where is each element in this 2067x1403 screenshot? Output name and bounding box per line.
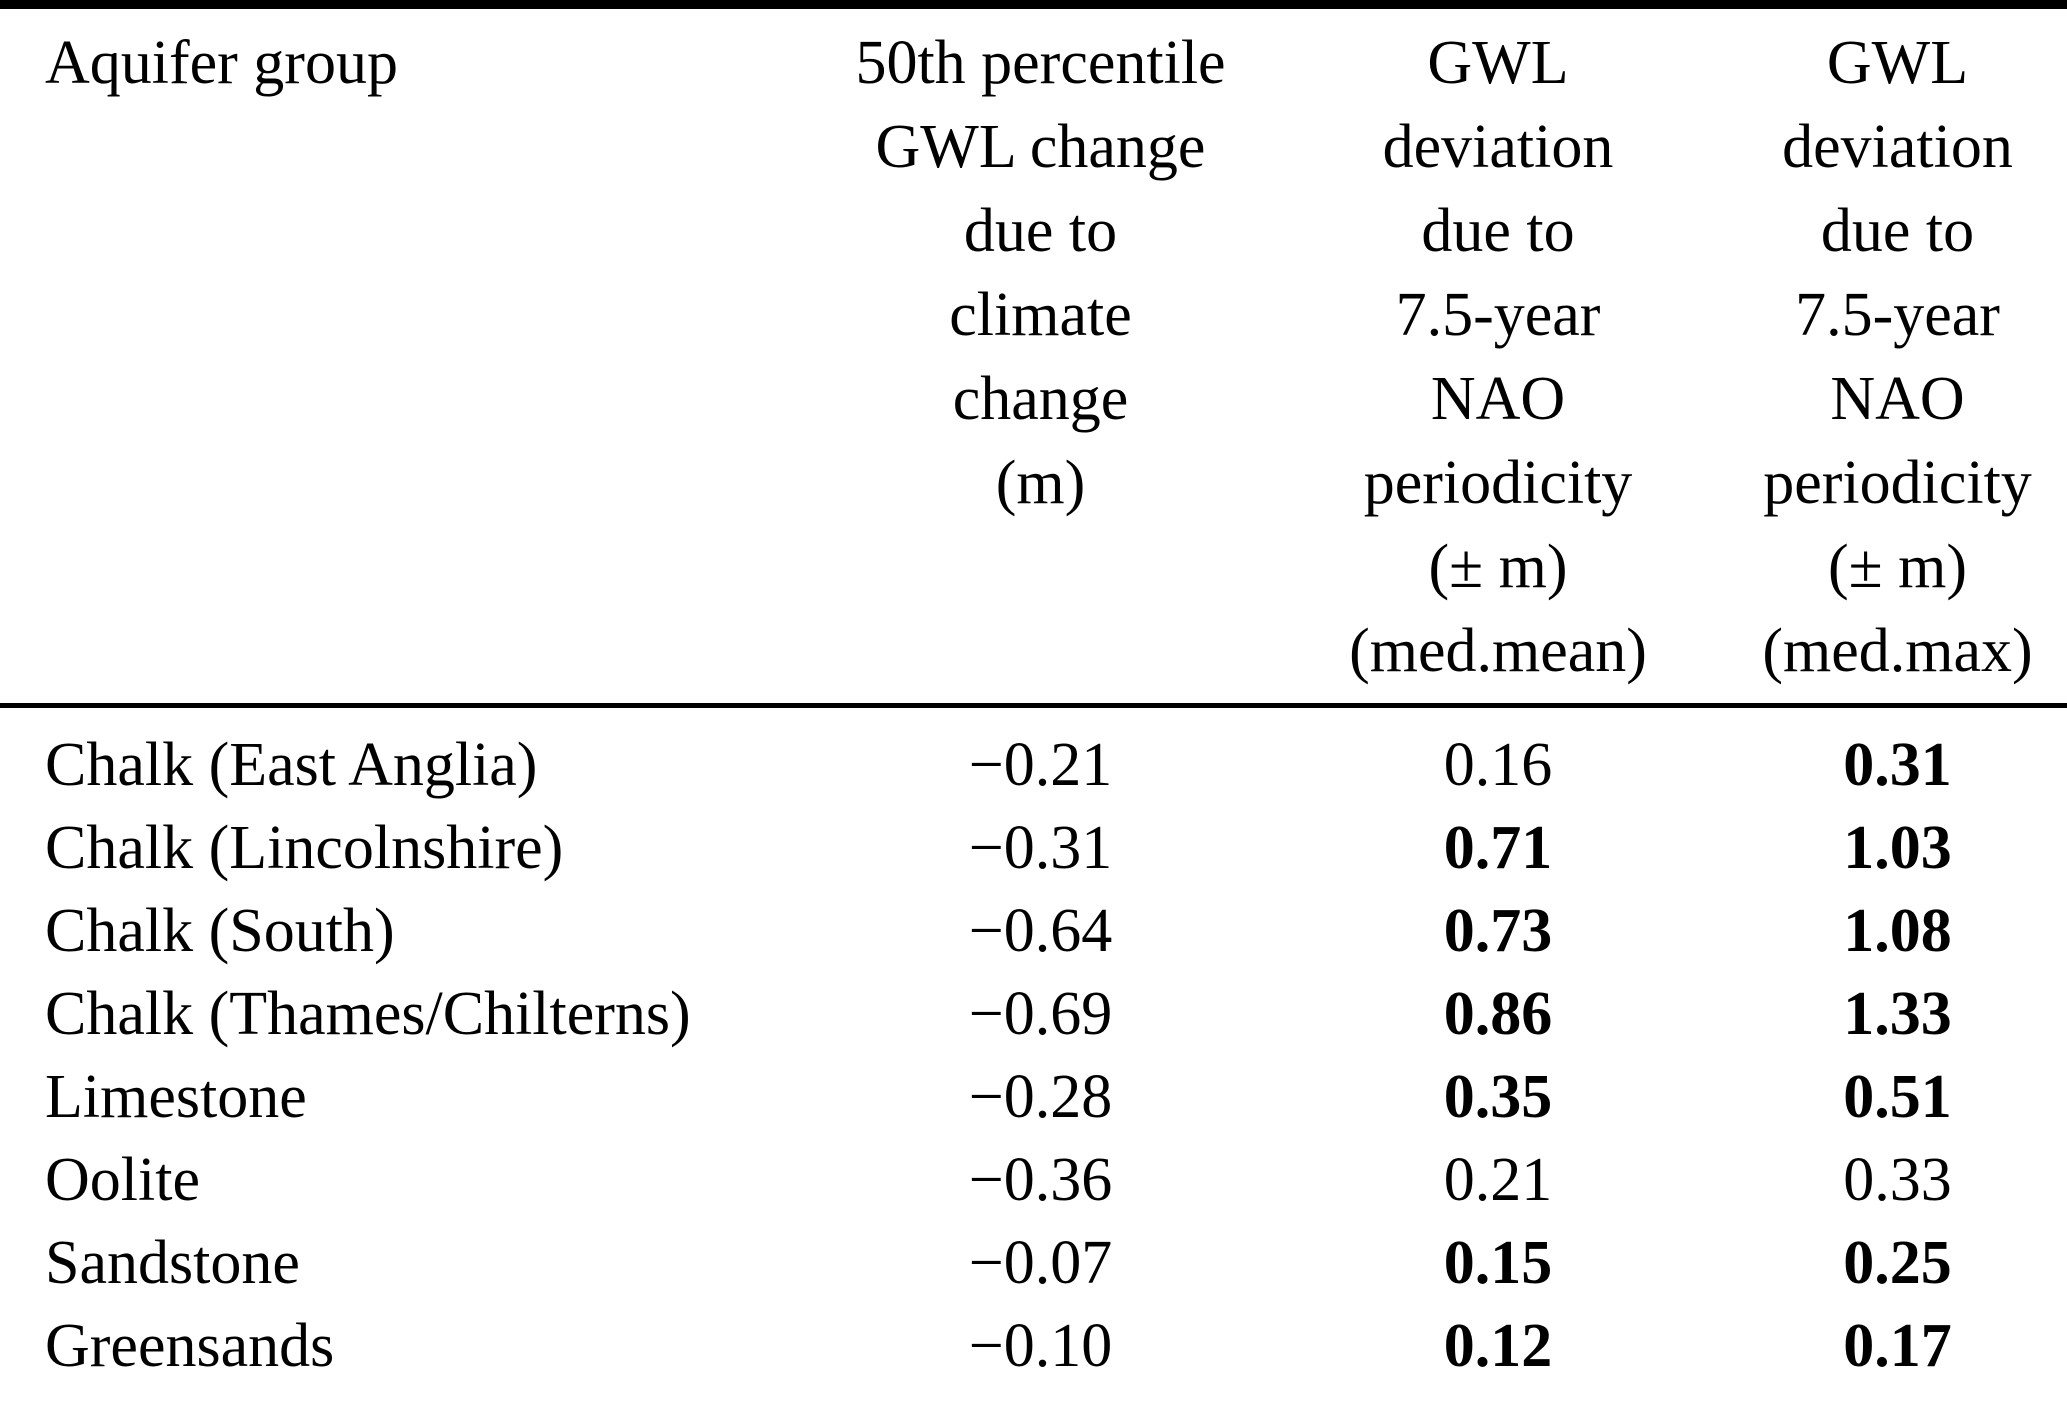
table-body: Chalk (East Anglia) −0.21 0.16 0.31 Chal…	[0, 706, 2067, 1403]
cell-nao-deviation-med-max: 1.08	[1843, 897, 1952, 965]
header-line: due to	[963, 197, 1118, 265]
cell-nao-deviation-med-max: 1.03	[1843, 814, 1952, 882]
cell-gwl-change-climate: −0.10	[968, 1312, 1113, 1380]
table-row: Limestone −0.28 0.35 0.51	[0, 1056, 2067, 1139]
header-line: (med.mean)	[1349, 617, 1647, 685]
header-row: Aquifer group 50th percentile GWL change d…	[0, 5, 2067, 706]
header-line: change	[952, 365, 1129, 433]
header-aquifer-group: Aquifer group	[0, 5, 813, 706]
cell-nao-deviation-med-mean: 0.35	[1443, 1063, 1553, 1131]
header-line: GWL change	[875, 113, 1206, 181]
header-gwl-deviation-med-max: GWL deviation due to 7.5-year NAO periodicity…	[1728, 5, 2067, 706]
header-line: 7.5-year	[1795, 281, 2000, 349]
cell-aquifer-group: Chalk (South)	[45, 897, 395, 965]
header-line: due to	[1820, 197, 1975, 265]
cell-nao-deviation-med-mean: 0.12	[1443, 1312, 1553, 1380]
cell-nao-deviation-med-max: 0.25	[1843, 1229, 1952, 1297]
table-row: Oolite −0.36 0.21 0.33	[0, 1139, 2067, 1222]
cell-aquifer-group: Oolite	[45, 1146, 200, 1214]
header-line: GWL	[1427, 29, 1569, 97]
cell-aquifer-group: Sandstone	[45, 1229, 300, 1297]
table-row: Chalk (East Anglia) −0.21 0.16 0.31	[0, 706, 2067, 808]
header-line: (med.max)	[1762, 617, 2033, 685]
header-gwl-deviation-med-mean: GWL deviation due to 7.5-year NAO periodicity…	[1268, 5, 1728, 706]
header-line: due to	[1421, 197, 1575, 265]
header-line: periodicity	[1763, 449, 2032, 517]
cell-nao-deviation-med-max: 0.31	[1843, 731, 1952, 799]
header-line: 7.5-year	[1395, 281, 1601, 349]
header-aquifer-group-label: Aquifer group	[45, 29, 398, 97]
cell-aquifer-group: Chalk (Thames/Chilterns)	[45, 980, 691, 1048]
header-line: deviation	[1382, 113, 1614, 181]
header-line: deviation	[1782, 113, 2013, 181]
table-row: Greensands −0.10 0.12 0.17	[0, 1305, 2067, 1403]
cell-nao-deviation-med-max: 1.33	[1843, 980, 1952, 1048]
table-row: Chalk (Thames/Chilterns) −0.69 0.86 1.33	[0, 973, 2067, 1056]
cell-gwl-change-climate: −0.28	[968, 1063, 1113, 1131]
cell-aquifer-group: Chalk (East Anglia)	[45, 731, 538, 799]
header-line: (m)	[995, 449, 1086, 517]
cell-gwl-change-climate: −0.69	[968, 980, 1113, 1048]
header-line: (± m)	[1428, 533, 1568, 601]
cell-gwl-change-climate: −0.31	[968, 814, 1113, 882]
header-line: 50th percentile	[855, 29, 1226, 97]
header-line: climate	[949, 281, 1132, 349]
header-gwl-change-climate: 50th percentile GWL change due to climate ch…	[813, 5, 1268, 706]
header-line: (± m)	[1827, 533, 1968, 601]
cell-gwl-change-climate: −0.07	[968, 1229, 1113, 1297]
cell-aquifer-group: Greensands	[45, 1312, 335, 1380]
cell-nao-deviation-med-max: 0.51	[1843, 1063, 1952, 1131]
cell-nao-deviation-med-mean: 0.16	[1443, 731, 1553, 799]
cell-nao-deviation-med-mean: 0.86	[1443, 980, 1553, 1048]
table-row: Chalk (Lincolnshire) −0.31 0.71 1.03	[0, 807, 2067, 890]
cell-gwl-change-climate: −0.36	[968, 1146, 1113, 1214]
cell-nao-deviation-med-max: 0.33	[1843, 1146, 1952, 1214]
cell-aquifer-group: Chalk (Lincolnshire)	[45, 814, 564, 882]
cell-nao-deviation-med-mean: 0.21	[1443, 1146, 1553, 1214]
table-header: Aquifer group 50th percentile GWL change d…	[0, 5, 2067, 706]
cell-nao-deviation-med-mean: 0.71	[1443, 814, 1553, 882]
cell-gwl-change-climate: −0.64	[968, 897, 1113, 965]
header-line: NAO	[1830, 365, 1965, 433]
header-line: NAO	[1430, 365, 1566, 433]
cell-nao-deviation-med-max: 0.17	[1843, 1312, 1952, 1380]
cell-aquifer-group: Limestone	[45, 1063, 307, 1131]
header-line: GWL	[1826, 29, 1969, 97]
table-row: Chalk (South) −0.64 0.73 1.08	[0, 890, 2067, 973]
table-row: Sandstone −0.07 0.15 0.25	[0, 1222, 2067, 1305]
cell-nao-deviation-med-mean: 0.73	[1443, 897, 1553, 965]
header-line: periodicity	[1363, 449, 1633, 517]
cell-nao-deviation-med-mean: 0.15	[1443, 1229, 1553, 1297]
cell-gwl-change-climate: −0.21	[968, 731, 1113, 799]
